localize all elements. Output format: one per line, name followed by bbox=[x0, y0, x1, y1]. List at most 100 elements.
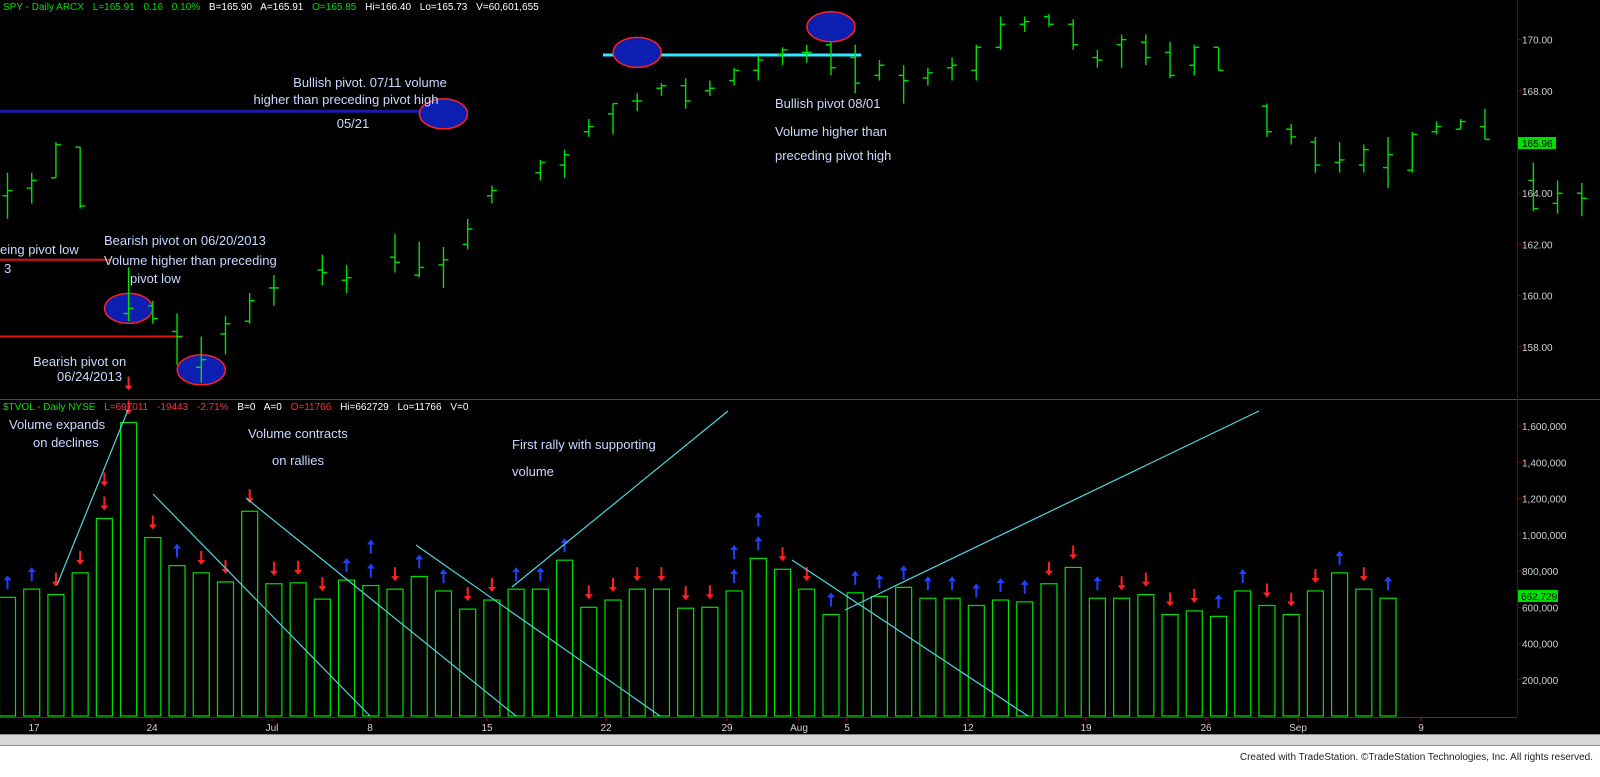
ohlc-bar[interactable] bbox=[971, 44, 982, 81]
volume-bar[interactable] bbox=[483, 599, 501, 717]
volume-bar[interactable] bbox=[168, 565, 186, 717]
ohlc-bar[interactable] bbox=[995, 16, 1006, 50]
volume-bar[interactable] bbox=[47, 594, 65, 717]
volume-bar[interactable] bbox=[71, 572, 89, 717]
volume-bar[interactable] bbox=[1064, 566, 1082, 717]
volume-bar[interactable] bbox=[822, 613, 840, 717]
volume-bar[interactable] bbox=[1330, 572, 1349, 717]
volume-bar[interactable] bbox=[919, 597, 937, 717]
volume-bar[interactable] bbox=[967, 604, 985, 717]
ohlc-bar[interactable] bbox=[1019, 16, 1030, 32]
volume-bar[interactable] bbox=[1258, 604, 1276, 717]
ohlc-bar[interactable] bbox=[656, 83, 667, 96]
horizontal-scrollbar[interactable] bbox=[0, 734, 1600, 746]
volume-bar[interactable] bbox=[23, 588, 41, 717]
ohlc-bar[interactable] bbox=[486, 185, 497, 204]
ohlc-bar[interactable] bbox=[1576, 182, 1587, 217]
ohlc-bar[interactable] bbox=[777, 47, 788, 66]
ohlc-bar[interactable] bbox=[317, 254, 328, 286]
ohlc-bar[interactable] bbox=[825, 42, 836, 76]
volume-bar[interactable] bbox=[265, 583, 283, 717]
volume-bar[interactable] bbox=[1088, 597, 1107, 717]
volume-bar[interactable] bbox=[1185, 610, 1203, 717]
volume-bar[interactable] bbox=[313, 598, 331, 717]
ohlc-bar[interactable] bbox=[850, 44, 861, 94]
ohlc-bar[interactable] bbox=[1383, 136, 1394, 189]
ohlc-bar[interactable] bbox=[1116, 34, 1127, 68]
ohlc-bar[interactable] bbox=[1358, 144, 1369, 173]
volume-bar[interactable] bbox=[725, 590, 743, 717]
ohlc-bar[interactable] bbox=[1455, 118, 1466, 130]
ohlc-bar[interactable] bbox=[680, 78, 691, 109]
volume-bar[interactable] bbox=[216, 581, 235, 717]
ohlc-bar[interactable] bbox=[1068, 19, 1079, 50]
ohlc-bar[interactable] bbox=[414, 241, 425, 278]
ohlc-bar[interactable] bbox=[172, 313, 183, 365]
volume-bar[interactable] bbox=[192, 572, 210, 717]
volume-bar[interactable] bbox=[459, 608, 477, 717]
volume-bar[interactable] bbox=[1306, 590, 1324, 717]
volume-bar[interactable] bbox=[507, 588, 525, 717]
ohlc-bar[interactable] bbox=[1310, 136, 1321, 173]
volume-bar[interactable] bbox=[677, 607, 695, 717]
volume-bar[interactable] bbox=[1282, 613, 1300, 717]
ohlc-bar[interactable] bbox=[220, 316, 231, 355]
volume-bar[interactable] bbox=[846, 592, 864, 717]
volume-bar[interactable] bbox=[337, 579, 356, 717]
ohlc-bar[interactable] bbox=[50, 142, 61, 179]
volume-bar[interactable] bbox=[362, 584, 380, 717]
ohlc-bar[interactable] bbox=[583, 118, 594, 137]
ohlc-bar[interactable] bbox=[147, 300, 158, 324]
volume-bar[interactable] bbox=[870, 595, 889, 717]
ohlc-bar[interactable] bbox=[1140, 34, 1151, 66]
price-panel[interactable]: 158.00160.00162.00164.00166.00168.00170.… bbox=[0, 0, 1600, 717]
ohlc-bar[interactable] bbox=[1552, 180, 1563, 214]
volume-bar[interactable] bbox=[701, 606, 719, 717]
ohlc-bar[interactable] bbox=[462, 218, 473, 250]
volume-bar[interactable] bbox=[386, 588, 404, 717]
volume-bar[interactable] bbox=[119, 421, 138, 717]
ohlc-bar[interactable] bbox=[26, 172, 37, 204]
ohlc-bar[interactable] bbox=[1213, 46, 1224, 72]
volume-bar[interactable] bbox=[895, 586, 913, 717]
ohlc-bar[interactable] bbox=[75, 146, 86, 209]
volume-bar[interactable] bbox=[555, 559, 574, 717]
ohlc-bar[interactable] bbox=[438, 246, 449, 288]
ohlc-bar[interactable] bbox=[1092, 49, 1103, 68]
volume-bar[interactable] bbox=[0, 596, 17, 717]
ohlc-bar[interactable] bbox=[390, 234, 401, 273]
volume-bar[interactable] bbox=[1234, 590, 1252, 717]
ohlc-bar[interactable] bbox=[898, 65, 909, 104]
volume-bar[interactable] bbox=[241, 510, 259, 717]
ohlc-bar[interactable] bbox=[341, 264, 352, 294]
volume-bar[interactable] bbox=[1113, 597, 1131, 717]
ohlc-bar[interactable] bbox=[1479, 108, 1490, 141]
ohlc-bar[interactable] bbox=[1431, 121, 1442, 135]
volume-bar[interactable] bbox=[434, 590, 453, 717]
ohlc-bar[interactable] bbox=[268, 275, 279, 306]
volume-bar[interactable] bbox=[1209, 615, 1228, 717]
ohlc-bar[interactable] bbox=[947, 57, 958, 81]
volume-bar[interactable] bbox=[991, 599, 1010, 717]
volume-panel[interactable]: 200,000 400,000 600,000 800,000 1,000,000 1,2… bbox=[0, 376, 1567, 734]
ohlc-bar[interactable] bbox=[1261, 103, 1272, 137]
ohlc-bar[interactable] bbox=[1286, 124, 1297, 145]
volume-bar[interactable] bbox=[1137, 594, 1155, 717]
volume-bar[interactable] bbox=[580, 606, 598, 717]
volume-bar[interactable] bbox=[95, 517, 113, 717]
volume-bar[interactable] bbox=[1016, 601, 1034, 717]
ohlc-bar[interactable] bbox=[608, 102, 618, 135]
volume-bar[interactable] bbox=[531, 588, 549, 717]
volume-bar[interactable] bbox=[144, 536, 162, 717]
ohlc-bar[interactable] bbox=[535, 159, 546, 181]
ohlc-bar[interactable] bbox=[874, 60, 885, 81]
ohlc-bar[interactable] bbox=[922, 67, 933, 86]
volume-bar[interactable] bbox=[1161, 613, 1179, 717]
ohlc-bar[interactable] bbox=[559, 149, 570, 178]
volume-bar[interactable] bbox=[604, 599, 622, 717]
volume-bar[interactable] bbox=[773, 568, 792, 717]
ohlc-bar[interactable] bbox=[729, 67, 740, 86]
volume-bar[interactable] bbox=[749, 557, 767, 717]
volume-bar[interactable] bbox=[652, 588, 671, 717]
